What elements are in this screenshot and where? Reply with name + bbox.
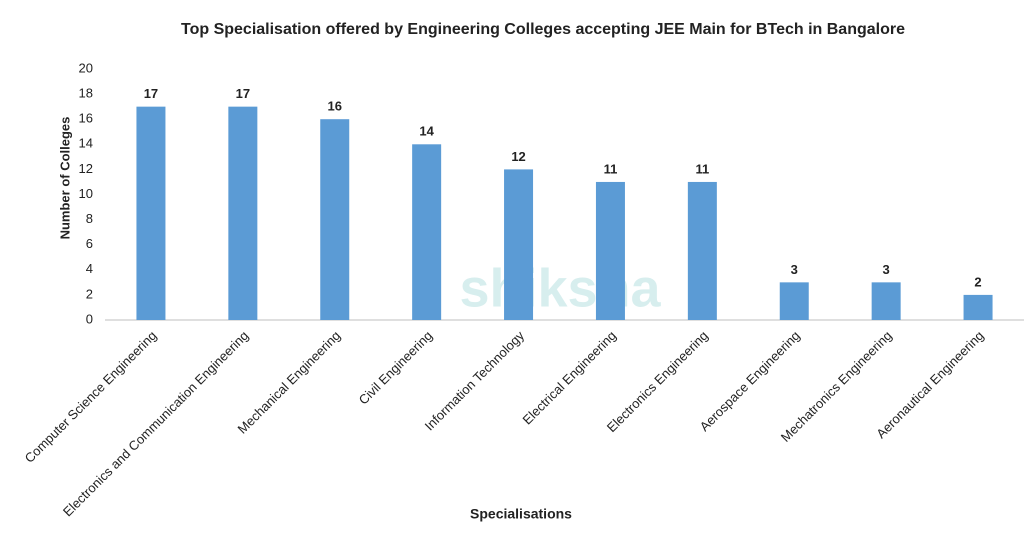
x-tick-label: Mechanical Engineering — [235, 328, 344, 437]
bar — [136, 106, 166, 321]
x-tick-label: Electrical Engineering — [519, 328, 619, 428]
y-axis-title: Number of Colleges — [57, 117, 72, 240]
value-label: 11 — [604, 161, 618, 176]
x-tick-label: Civil Engineering — [356, 328, 436, 408]
value-label: 3 — [883, 262, 890, 277]
x-tick-label: Electronics and Communication Engineerin… — [60, 328, 251, 519]
y-tick-label: 10 — [79, 186, 93, 201]
bar — [412, 144, 442, 320]
y-tick-label: 20 — [79, 60, 93, 75]
value-label: 14 — [419, 124, 434, 139]
x-axis-title: Specialisations — [470, 506, 572, 522]
y-tick-label: 8 — [86, 211, 93, 226]
y-tick-label: 4 — [86, 261, 93, 276]
y-tick-label: 6 — [86, 236, 93, 251]
value-label: 12 — [511, 149, 525, 164]
value-label: 17 — [144, 86, 158, 101]
value-label: 3 — [791, 262, 798, 277]
y-tick-label: 14 — [79, 136, 93, 151]
chart-title: Top Specialisation offered by Engineerin… — [181, 21, 905, 38]
bar — [595, 181, 625, 320]
bar — [871, 282, 901, 320]
bar — [320, 119, 350, 320]
value-label: 17 — [236, 86, 250, 101]
x-tick-label: Aeronautical Engineering — [873, 328, 986, 441]
y-tick-label: 18 — [79, 86, 93, 101]
x-tick-label: Aerospace Engineering — [697, 328, 803, 434]
y-tick-label: 16 — [79, 111, 93, 126]
watermark: shiksha — [459, 258, 661, 318]
bar — [963, 294, 993, 320]
y-tick-label: 0 — [86, 311, 93, 326]
bar — [687, 181, 717, 320]
bar — [779, 282, 809, 320]
x-tick-label: Information Technology — [422, 328, 528, 434]
y-tick-label: 2 — [86, 286, 93, 301]
y-tick-label: 12 — [79, 161, 93, 176]
value-label: 16 — [328, 99, 342, 114]
bar — [504, 169, 534, 320]
value-label: 11 — [695, 161, 709, 176]
bar — [228, 106, 258, 321]
x-tick-label: Electronics Engineering — [604, 328, 711, 435]
value-label: 2 — [974, 274, 981, 289]
